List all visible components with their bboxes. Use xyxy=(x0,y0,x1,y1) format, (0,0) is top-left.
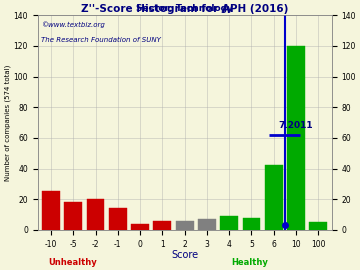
Bar xyxy=(87,199,104,230)
Bar xyxy=(220,216,238,230)
Text: Sector: Technology: Sector: Technology xyxy=(136,4,233,13)
Y-axis label: Number of companies (574 total): Number of companies (574 total) xyxy=(4,64,11,181)
Bar xyxy=(176,221,194,230)
Bar xyxy=(265,166,283,230)
Bar xyxy=(64,202,82,230)
Title: Z''-Score Histogram for APH (2016): Z''-Score Histogram for APH (2016) xyxy=(81,5,288,15)
Text: Healthy: Healthy xyxy=(231,258,268,267)
Text: ©www.textbiz.org: ©www.textbiz.org xyxy=(41,22,104,28)
Bar xyxy=(198,219,216,230)
Bar xyxy=(153,221,171,230)
Bar xyxy=(109,208,127,230)
X-axis label: Score: Score xyxy=(171,250,198,260)
Text: The Research Foundation of SUNY: The Research Foundation of SUNY xyxy=(41,37,161,43)
Text: 7.2011: 7.2011 xyxy=(278,121,313,130)
Bar xyxy=(243,218,260,230)
Bar xyxy=(131,224,149,230)
Text: Unhealthy: Unhealthy xyxy=(49,258,97,267)
Bar xyxy=(287,46,305,230)
Bar xyxy=(42,191,60,230)
Bar xyxy=(309,222,327,230)
